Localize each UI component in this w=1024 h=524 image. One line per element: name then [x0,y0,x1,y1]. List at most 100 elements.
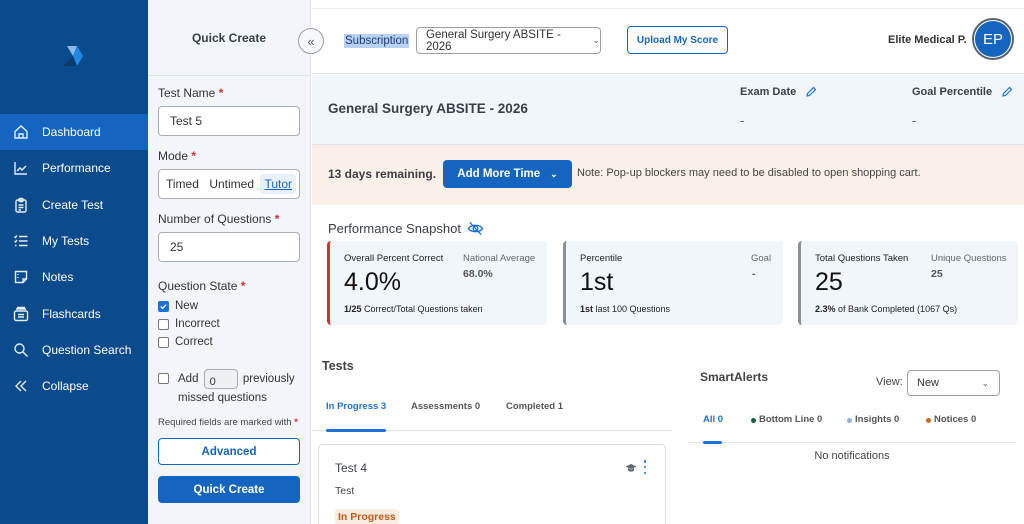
goal-percentile-label: Goal Percentile [912,86,1013,98]
tests-tabs: In Progress 3 Assessments 0 Completed 1 [312,393,672,432]
checkbox-unchecked-icon [158,336,169,348]
tab-bottom-line[interactable]: Bottom Line 0 [751,414,822,443]
note-icon [12,268,30,286]
exam-date-value: - [740,113,745,128]
state-new-checkbox[interactable]: New [158,297,300,315]
sidebar-item-dashboard[interactable]: Dashboard [0,114,148,151]
edit-pencil-icon[interactable] [805,86,817,98]
mode-option-timed[interactable]: Timed [166,177,199,191]
overall-percent-value: 4.0% [344,268,401,296]
state-correct-checkbox[interactable]: Correct [158,333,300,351]
quick-create-panel: Quick Create Test Name * Test 5 Mode * T… [148,0,311,524]
graduation-cap-icon [625,464,637,472]
home-icon [12,123,30,141]
sidebar-item-notes[interactable]: Notes [0,259,148,295]
sidebar-item-collapse[interactable]: Collapse [0,368,148,404]
subscription-banner: 13 days remaining. Add More Time ⌄ Note:… [312,145,1024,205]
test-name-input[interactable]: Test 5 [158,106,300,136]
required-fields-note: Required fields are marked with * [158,417,298,428]
view-select[interactable]: New ⌄ [907,370,1000,396]
days-remaining: 13 days remaining. [328,167,437,181]
eye-slash-icon[interactable] [467,220,484,237]
sidebar-item-label: Flashcards [42,306,101,321]
smartalerts-tabs: All 0 Bottom Line 0 Insights 0 Notices 0 [688,405,1016,444]
percentile-value: 1st [580,268,614,296]
add-more-time-button[interactable]: Add More Time ⌄ [443,160,572,188]
double-chevron-left-icon [12,377,30,395]
flashcards-icon [12,305,30,323]
sidebar-item-question-search[interactable]: Question Search [0,332,148,368]
bottom-line-dot-icon [751,418,756,423]
number-of-questions-label: Number of Questions * [158,212,280,226]
brand-logo-icon [63,46,83,66]
exam-date-label: Exam Date [740,86,817,98]
exam-info: General Surgery ABSITE - 2026 Exam Date … [312,75,1024,145]
question-state-label: Question State * [158,279,246,293]
missed-count-input[interactable]: 0 [203,369,238,389]
mode-option-tutor[interactable]: Tutor [260,174,296,194]
state-incorrect-checkbox[interactable]: Incorrect [158,315,300,333]
tab-completed[interactable]: Completed 1 [506,401,564,412]
total-questions-value: 25 [815,268,843,296]
sidebar-item-flashcards[interactable]: Flashcards [0,295,148,331]
total-questions-card: Total Questions Taken 25 2.3% of Bank Co… [798,241,1018,325]
sidebar-item-create-test[interactable]: Create Test [0,187,148,223]
sidebar-item-my-tests[interactable]: My Tests [0,223,148,259]
tab-assessments[interactable]: Assessments 0 [411,401,481,412]
subscription-label: Subscription [344,34,410,48]
notices-dot-icon [926,418,931,423]
sidebar-item-label: Performance [42,161,111,176]
test-name: Test 4 [335,461,368,475]
status-badge: In Progress [335,509,399,524]
tab-all[interactable]: All 0 [703,414,723,444]
insights-dot-icon [847,418,852,423]
logo-area [0,0,148,114]
chevron-down-icon: ⌄ [981,377,989,388]
checkbox-checked-icon [158,300,169,312]
subscription-select[interactable]: General Surgery ABSITE - 2026 ⌄ [416,27,601,54]
chevron-down-icon: ⌄ [592,35,600,45]
sidebar-item-label: Dashboard [42,125,101,140]
collapse-panel-button[interactable]: « [298,28,324,54]
user-name: Elite Medical P. [888,34,967,46]
exam-title: General Surgery ABSITE - 2026 [328,101,528,116]
edit-pencil-icon[interactable] [1001,86,1013,98]
tab-in-progress[interactable]: In Progress 3 [326,401,387,432]
performance-snapshot-title: Performance Snapshot [328,220,484,237]
overall-percent-card: Overall Percent Correct 4.0% 1/25 Correc… [327,241,547,325]
checklist-icon [12,232,30,250]
search-icon [12,341,30,359]
sidebar-item-label: Create Test [42,197,104,212]
sidebar-item-label: Question Search [42,342,132,357]
quick-create-button[interactable]: Quick Create [158,476,300,503]
tab-insights[interactable]: Insights 0 [847,414,899,443]
view-label: View: [876,376,903,388]
sidebar-item-performance[interactable]: Performance [0,150,148,186]
upload-my-score-button[interactable]: Upload My Score [627,26,728,54]
sidebar-nav: Dashboard Performance Create Test My Tes… [0,0,148,524]
tests-title: Tests [322,359,354,373]
sidebar-item-label: My Tests [42,234,90,249]
advanced-button[interactable]: Advanced [158,438,300,465]
empty-notifications: No notifications [814,450,890,462]
test-type: Test [335,485,355,497]
chart-line-icon [12,159,30,177]
more-options-icon[interactable] [641,460,649,474]
tab-notices[interactable]: Notices 0 [926,414,976,443]
sidebar-item-label: Notes [42,270,74,285]
checkbox-unchecked-icon [158,318,169,330]
add-missed-questions-row: Add 0 previously missed questions [158,369,300,407]
test-card[interactable]: Test 4 Test In Progress [318,444,666,524]
goal-percentile-value: - [912,113,917,128]
top-header: Subscription General Surgery ABSITE - 20… [312,8,1024,74]
mode-option-untimed[interactable]: Untimed [209,177,255,191]
clipboard-icon [12,196,30,214]
avatar[interactable]: EP [972,18,1014,60]
mode-label: Mode * [158,149,197,163]
number-of-questions-input[interactable]: 25 [158,232,300,262]
popup-note: Note: Pop-up blockers may need to be dis… [577,167,921,179]
test-name-label: Test Name * [158,86,224,100]
smartalerts-title: SmartAlerts [700,370,769,384]
add-missed-checkbox[interactable] [158,373,169,384]
